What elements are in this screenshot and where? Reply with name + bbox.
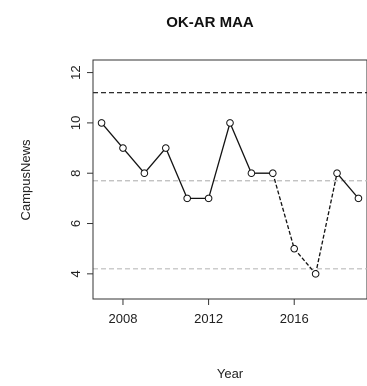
x-axis-label: Year [217, 366, 244, 381]
x-tick-label: 2012 [194, 311, 223, 326]
data-point [269, 169, 277, 178]
series-segment [293, 248, 317, 275]
series-segment [272, 173, 295, 249]
data-point [161, 144, 170, 152]
series-lines [101, 122, 359, 275]
data-point [119, 144, 127, 152]
data-point [247, 169, 256, 178]
y-axis: 4 6 8 10 12 [68, 65, 94, 277]
data-point [290, 244, 299, 253]
series-segment [165, 147, 188, 199]
x-axis: 2008 2012 2016 [109, 298, 309, 326]
y-tick-label: 12 [68, 65, 83, 79]
series-segment [314, 173, 338, 274]
y-axis-label: CampusNews [18, 139, 33, 220]
data-point [140, 169, 149, 178]
x-tick-label: 2016 [280, 311, 309, 326]
y-tick-label: 4 [68, 270, 83, 277]
series-points [97, 119, 363, 278]
plot-frame [92, 59, 367, 300]
series-segment [143, 147, 167, 174]
data-point [226, 119, 234, 127]
chart-title: OK-AR MAA [166, 14, 254, 31]
series-segment [229, 122, 253, 174]
series-segment [207, 122, 231, 199]
data-point [97, 119, 106, 127]
data-point [354, 194, 363, 203]
reference-lines [93, 92, 367, 270]
series-segment [122, 147, 145, 174]
series-segment [336, 172, 359, 199]
x-tick-label: 2008 [109, 311, 138, 326]
y-tick-label: 6 [68, 220, 83, 227]
data-point [204, 194, 213, 203]
data-point [183, 194, 191, 203]
y-tick-label: 8 [68, 170, 83, 177]
y-tick-label: 10 [68, 116, 83, 130]
series-segment [101, 122, 124, 149]
data-point [333, 169, 341, 178]
data-point [311, 270, 320, 278]
